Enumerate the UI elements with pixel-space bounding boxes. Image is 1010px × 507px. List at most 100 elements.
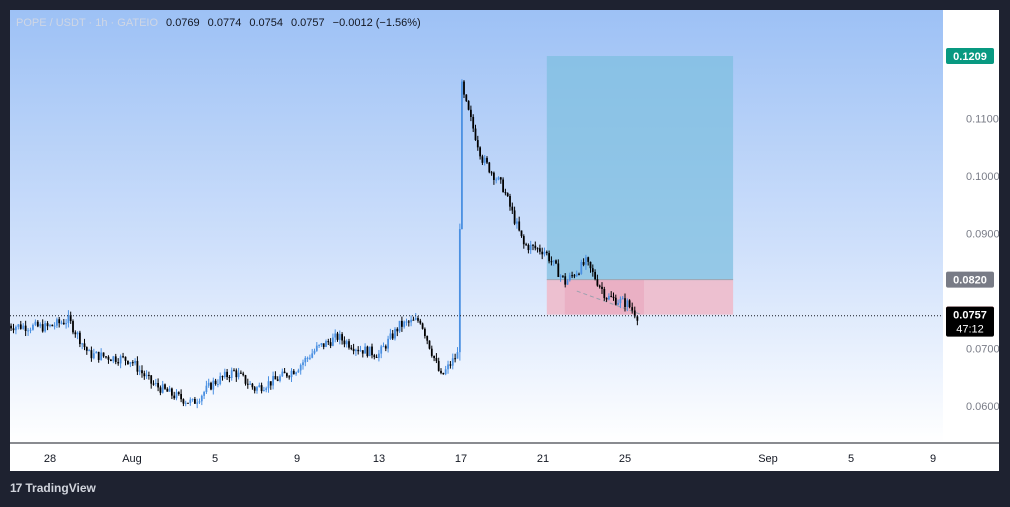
candle-body — [412, 319, 415, 321]
candle-body — [141, 370, 143, 374]
candle-body — [490, 172, 493, 174]
candle-body — [541, 251, 544, 255]
candle-body — [10, 325, 12, 329]
candle-body — [454, 358, 457, 360]
candle-body — [260, 385, 263, 392]
candle-body — [414, 318, 417, 320]
candle-body — [131, 362, 134, 364]
candle-body — [184, 402, 187, 404]
candle-body — [511, 206, 514, 211]
candle-body — [182, 399, 185, 404]
candle-body — [119, 356, 122, 364]
candle-body — [497, 177, 500, 180]
candle-body — [244, 375, 247, 384]
candle-body — [251, 383, 254, 388]
candle-body — [306, 357, 309, 359]
candle-body — [566, 280, 569, 285]
candle-body — [601, 286, 603, 290]
candle-body — [19, 324, 22, 329]
candle-body — [419, 320, 422, 324]
candle-body — [461, 81, 463, 230]
time-tick-label: 9 — [930, 453, 936, 465]
candle-body — [522, 236, 525, 245]
candle-body — [39, 324, 42, 327]
candle-body — [472, 116, 475, 129]
candle-body — [320, 343, 323, 345]
candle-body — [610, 295, 613, 297]
symbol-label[interactable]: POPE / USDT · 1h · GATEIO — [16, 17, 159, 29]
candle-body — [486, 157, 488, 163]
candle-body — [582, 262, 585, 265]
candle-body — [173, 395, 176, 399]
candle-body — [332, 337, 334, 346]
candle-body — [474, 128, 477, 141]
candle-body — [105, 356, 107, 358]
candle-body — [366, 346, 369, 357]
candle-body — [442, 373, 445, 375]
price-chart[interactable]: 0.1100 0.1000 0.0900 0.0700 0.0600 0.1209 0.08… — [10, 10, 999, 471]
time-axis-panel — [10, 443, 943, 471]
candle-body — [359, 350, 362, 352]
price-tick-label: 0.1100 — [966, 114, 999, 126]
candle-body — [161, 384, 164, 393]
high-value: 0.0774 — [207, 17, 242, 29]
candle-body — [504, 192, 507, 194]
candle-body — [290, 370, 293, 378]
candle-body — [46, 323, 49, 327]
candle-body — [534, 245, 537, 249]
candle-body — [124, 356, 127, 361]
change-value: −0.0012 (−1.56%) — [332, 17, 421, 29]
candle-body — [246, 383, 249, 385]
candle-body — [29, 329, 32, 331]
candle-body — [506, 193, 509, 197]
candle-body — [157, 382, 159, 388]
candle-body — [378, 353, 380, 358]
candle-body — [27, 330, 29, 332]
candle-body — [426, 336, 429, 341]
candle-body — [338, 334, 341, 340]
candle-body — [217, 383, 219, 385]
candle-body — [539, 248, 541, 252]
candle-body — [621, 298, 624, 300]
candle-body — [424, 328, 426, 337]
candle-body — [403, 321, 406, 327]
candle-body — [127, 360, 129, 364]
candle-body — [134, 360, 136, 364]
candle-body — [568, 275, 571, 281]
candle-body — [152, 383, 155, 385]
candle-body — [109, 359, 112, 362]
price-tick-label: 0.1000 — [966, 171, 999, 183]
candle-body — [488, 162, 491, 173]
time-tick-label: 25 — [619, 453, 631, 465]
candle-body — [458, 229, 461, 353]
candle-body — [440, 370, 442, 374]
candle-body — [417, 318, 419, 321]
candle-body — [612, 296, 615, 298]
target-zone — [546, 56, 734, 280]
candle-body — [187, 402, 189, 404]
candle-body — [122, 356, 124, 358]
candle-body — [513, 210, 516, 224]
candle-body — [389, 333, 392, 339]
candle-body — [49, 324, 51, 327]
candle-body — [200, 395, 203, 402]
candle-body — [449, 364, 452, 366]
candle-body — [85, 347, 88, 351]
candle-body — [88, 350, 90, 352]
tradingview-brand[interactable]: 17 TradingView — [10, 481, 96, 495]
time-tick-label: 21 — [537, 453, 549, 465]
candle-body — [435, 358, 438, 361]
candle-body — [112, 356, 115, 362]
candle-body — [230, 370, 233, 378]
candle-body — [53, 325, 56, 327]
candle-body — [562, 275, 564, 277]
candle-body — [348, 341, 350, 348]
candle-body — [263, 390, 265, 392]
candle-body — [571, 275, 573, 277]
candle-body — [256, 387, 258, 391]
chart-area[interactable]: 0.1100 0.1000 0.0900 0.0700 0.0600 0.1209 0.08… — [10, 10, 999, 471]
candle-body — [350, 347, 353, 349]
candle-body — [164, 384, 166, 389]
candle-body — [51, 324, 54, 327]
current-price-badge — [946, 306, 994, 337]
